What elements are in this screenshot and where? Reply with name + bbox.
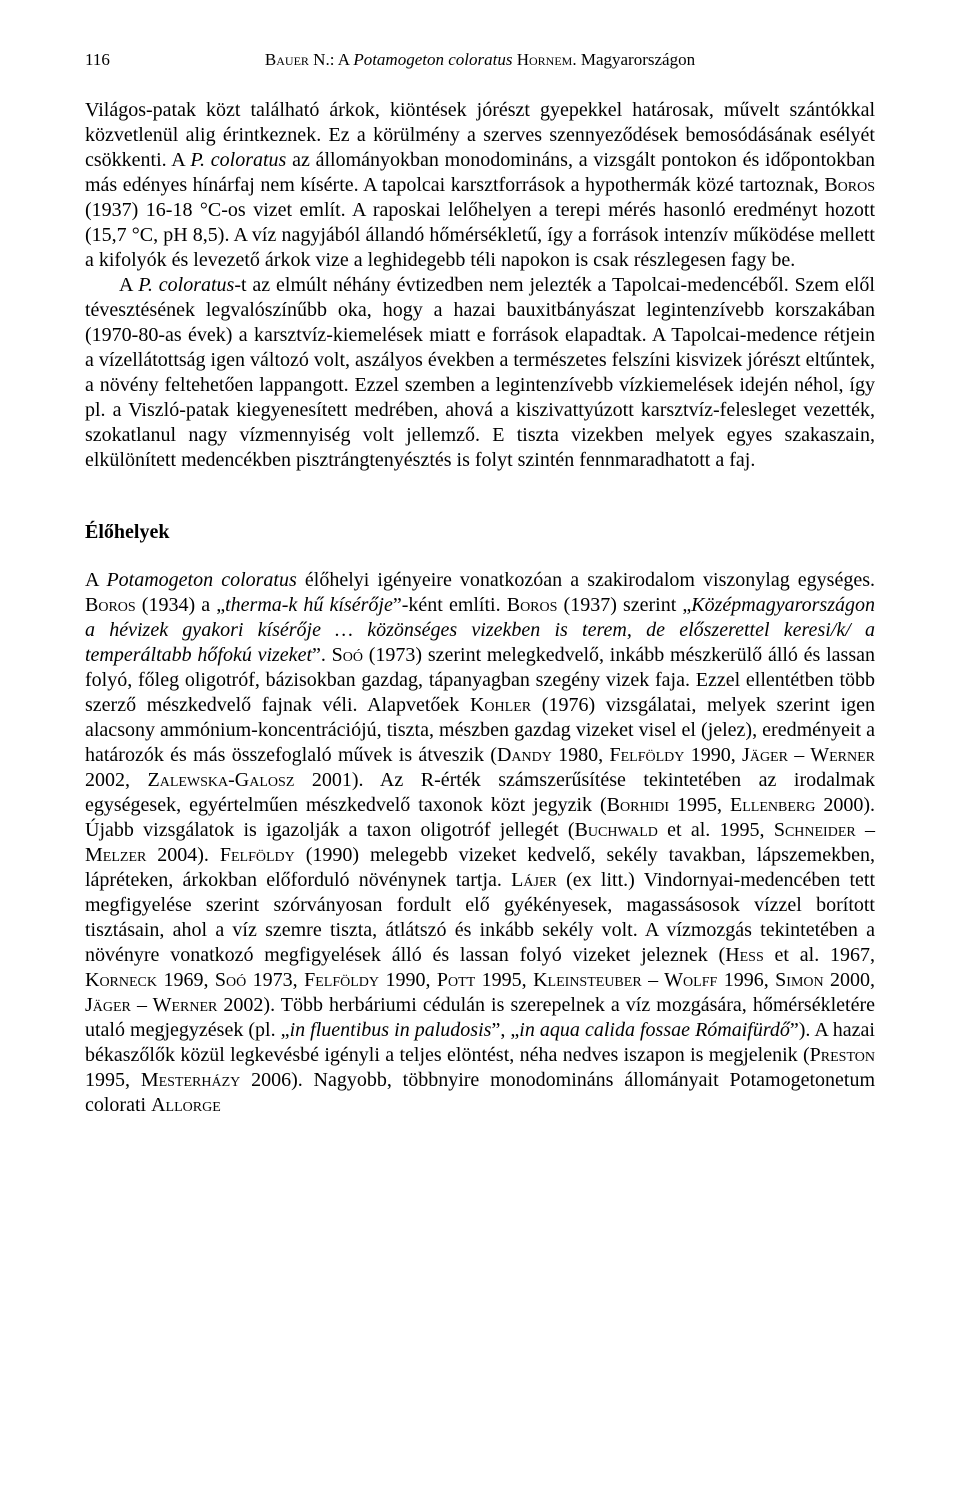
rh-auth2: Hornem.: [512, 50, 576, 69]
p3-t15: et al. 1995,: [658, 819, 774, 841]
p3-t19: et al. 1967,: [764, 944, 875, 966]
page: 116 Bauer N.: A Potamogeton coloratus Ho…: [0, 0, 960, 1492]
paragraph-1: Világos-patak közt található árkok, kiön…: [85, 98, 875, 273]
p3-t9: 1980,: [552, 744, 610, 766]
p3-i4: in fluentibus in paludosis: [290, 1019, 492, 1041]
p3-sc19: Pott: [437, 969, 475, 991]
p3-sc25: Allorge: [151, 1094, 221, 1116]
p3-t10: 1990,: [684, 744, 742, 766]
p3-sc16: Korneck: [85, 969, 157, 991]
page-number: 116: [85, 50, 110, 70]
rh-author: Bauer: [265, 50, 309, 69]
rh-species: Potamogeton coloratus: [353, 50, 512, 69]
p3-sc11: Buchwald: [575, 819, 658, 841]
rh-tail: Magyarországon: [577, 50, 696, 69]
p2-t1: A: [119, 274, 138, 296]
p3-sc8: Zalewska-Galosz: [148, 769, 295, 791]
p3-t16: 2004).: [146, 844, 220, 866]
p3-i2: therma-k hű kísérője: [225, 594, 393, 616]
p3-sc14: Lájer: [511, 869, 557, 891]
p3-t13: 1995,: [669, 794, 730, 816]
p3-sc3: Soó: [332, 644, 363, 666]
p3-sc24: Mesterházy: [141, 1069, 240, 1091]
p3-sc13: Felföldy: [220, 844, 295, 866]
p3-sc22: Jäger – Werner: [85, 994, 217, 1016]
p2-t2: -t az elmúlt néhány évtizedben nem jelez…: [85, 274, 875, 471]
running-title: Bauer N.: A Potamogeton coloratus Hornem…: [110, 50, 850, 70]
paragraph-3: A Potamogeton coloratus élőhelyi igényei…: [85, 568, 875, 1118]
paragraph-2: A P. coloratus-t az elmúlt néhány évtize…: [85, 273, 875, 473]
p3-i1: Potamogeton coloratus: [106, 569, 296, 591]
running-head: 116 Bauer N.: A Potamogeton coloratus Ho…: [85, 50, 875, 70]
p1-sc1: Boros: [824, 174, 875, 196]
p3-sc15: Hess: [725, 944, 764, 966]
p3-t21: 1973,: [246, 969, 304, 991]
p3-sc7: Jäger – Werner: [742, 744, 875, 766]
p3-sc18: Felföldy: [304, 969, 379, 991]
p1-t3: (1937) 16-18 °C-os vizet említ. A raposk…: [85, 199, 875, 271]
p3-t23: 1995,: [475, 969, 533, 991]
p3-t20: 1969,: [157, 969, 215, 991]
p3-sc6: Felföldy: [609, 744, 684, 766]
p3-sc1: Boros: [85, 594, 136, 616]
p3-t5: (1937) szerint „: [557, 594, 691, 616]
p3-i5: in aqua calida fossae Rómaifürdő: [519, 1019, 790, 1041]
p3-sc2: Boros: [507, 594, 558, 616]
p3-sc23: Preston: [810, 1044, 875, 1066]
p3-t29: 1995,: [85, 1069, 141, 1091]
p3-sc10: Ellenberg: [730, 794, 815, 816]
p3-t11: 2002,: [85, 769, 148, 791]
p3-t24: 1996,: [717, 969, 775, 991]
p2-i1: P. coloratus: [138, 274, 234, 296]
p3-t3: (1934) a „: [136, 594, 225, 616]
p3-t25: 2000,: [824, 969, 875, 991]
rh-text1: N.: A: [309, 50, 353, 69]
p3-sc4: Kohler: [470, 694, 531, 716]
p1-i1: P. coloratus: [190, 149, 286, 171]
section-heading: Élőhelyek: [85, 521, 875, 544]
p3-t6: ”.: [312, 644, 332, 666]
p3-sc17: Soó: [215, 969, 246, 991]
p3-t1: A: [85, 569, 106, 591]
p3-sc20: Kleinsteuber – Wolff: [533, 969, 717, 991]
p3-t4: ”-ként említi.: [393, 594, 507, 616]
p3-sc5: Dandy: [497, 744, 552, 766]
p3-sc21: Simon: [775, 969, 823, 991]
p3-t2: élőhelyi igényeire vonatkozóan a szakiro…: [297, 569, 875, 591]
p3-t22: 1990,: [379, 969, 437, 991]
p3-t27: ”, „: [491, 1019, 519, 1041]
p3-sc9: Borhidi: [607, 794, 669, 816]
